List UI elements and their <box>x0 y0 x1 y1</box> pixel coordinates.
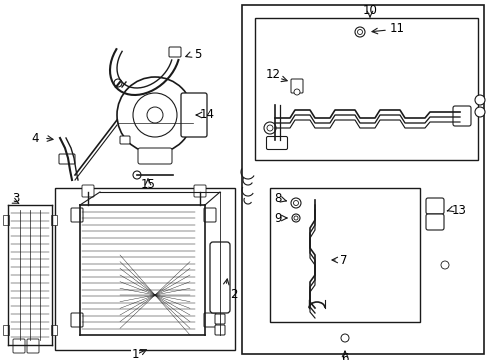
FancyBboxPatch shape <box>82 185 94 197</box>
Circle shape <box>290 198 301 208</box>
Circle shape <box>474 107 484 117</box>
Circle shape <box>293 216 297 220</box>
Circle shape <box>264 122 275 134</box>
FancyBboxPatch shape <box>13 339 25 353</box>
Circle shape <box>266 125 272 131</box>
Bar <box>242 5 483 354</box>
FancyBboxPatch shape <box>290 79 303 93</box>
Text: 7: 7 <box>339 253 347 266</box>
Circle shape <box>291 214 299 222</box>
FancyBboxPatch shape <box>27 339 39 353</box>
Text: 6: 6 <box>341 351 348 360</box>
Circle shape <box>293 201 298 206</box>
Circle shape <box>133 171 141 179</box>
FancyBboxPatch shape <box>203 313 216 327</box>
Text: 4: 4 <box>31 131 39 144</box>
FancyBboxPatch shape <box>181 93 206 137</box>
FancyBboxPatch shape <box>209 242 229 313</box>
Circle shape <box>133 93 177 137</box>
FancyBboxPatch shape <box>169 47 181 57</box>
Text: 15: 15 <box>140 179 155 192</box>
Bar <box>254 18 477 160</box>
Text: 9: 9 <box>274 211 281 225</box>
Circle shape <box>114 79 122 87</box>
FancyBboxPatch shape <box>71 208 83 222</box>
FancyBboxPatch shape <box>215 314 224 324</box>
Circle shape <box>147 107 163 123</box>
Circle shape <box>474 95 484 105</box>
Bar <box>51 215 57 225</box>
Text: 5: 5 <box>194 49 201 62</box>
Circle shape <box>357 30 362 35</box>
FancyBboxPatch shape <box>425 214 443 230</box>
Bar <box>3 215 9 225</box>
Text: 3: 3 <box>12 192 20 204</box>
FancyBboxPatch shape <box>425 198 443 214</box>
Bar <box>3 325 9 335</box>
Text: 13: 13 <box>451 203 466 216</box>
Bar <box>55 188 235 350</box>
Circle shape <box>354 27 364 37</box>
FancyBboxPatch shape <box>266 136 287 149</box>
FancyBboxPatch shape <box>452 106 470 126</box>
Circle shape <box>293 89 299 95</box>
FancyBboxPatch shape <box>120 136 130 144</box>
Text: 14: 14 <box>200 108 215 122</box>
Circle shape <box>440 261 448 269</box>
Text: 8: 8 <box>274 192 281 204</box>
Text: 2: 2 <box>229 288 237 302</box>
FancyBboxPatch shape <box>71 313 83 327</box>
Bar <box>269 188 419 322</box>
Circle shape <box>117 77 193 153</box>
FancyBboxPatch shape <box>59 154 75 164</box>
FancyBboxPatch shape <box>194 185 205 197</box>
Text: 11: 11 <box>389 22 404 35</box>
FancyBboxPatch shape <box>138 148 172 164</box>
Text: 12: 12 <box>265 68 280 81</box>
Text: 10: 10 <box>362 4 377 17</box>
FancyBboxPatch shape <box>215 325 224 335</box>
Circle shape <box>340 334 348 342</box>
Bar <box>51 325 57 335</box>
FancyBboxPatch shape <box>203 208 216 222</box>
Text: 1: 1 <box>131 348 139 360</box>
